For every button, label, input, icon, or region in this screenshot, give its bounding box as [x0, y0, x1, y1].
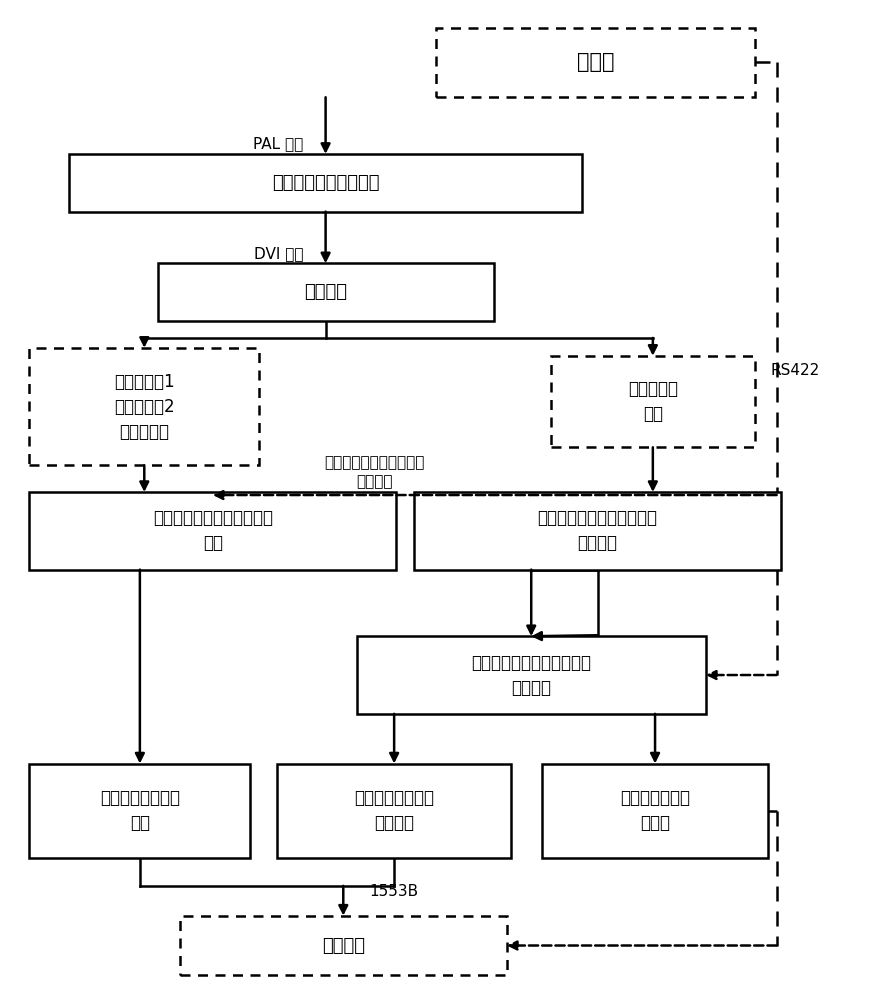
- Text: DVI 视频: DVI 视频: [254, 246, 303, 261]
- Text: RS422: RS422: [771, 363, 820, 378]
- FancyBboxPatch shape: [436, 28, 755, 97]
- FancyBboxPatch shape: [29, 348, 259, 465]
- Text: 激励器: 激励器: [577, 52, 614, 72]
- Text: 自扫描方式1
自扫描方式2
随所动方式: 自扫描方式1 自扫描方式2 随所动方式: [114, 373, 174, 441]
- Text: 单目标跟踪
方式: 单目标跟踪 方式: [627, 380, 678, 423]
- FancyBboxPatch shape: [542, 764, 768, 858]
- Text: 视场中心方位、俯仰信息: 视场中心方位、俯仰信息: [324, 455, 425, 470]
- FancyBboxPatch shape: [69, 154, 582, 212]
- Text: 多目标与视场中心的像素偏
移量: 多目标与视场中心的像素偏 移量: [153, 509, 273, 552]
- FancyBboxPatch shape: [357, 636, 706, 714]
- FancyBboxPatch shape: [414, 492, 781, 570]
- FancyBboxPatch shape: [551, 356, 755, 447]
- Text: 被跟踪目标与视场中心的角
度偏移量: 被跟踪目标与视场中心的角 度偏移量: [471, 654, 591, 697]
- Text: 视频采集和多目标探测: 视频采集和多目标探测: [271, 174, 379, 192]
- Text: 显控终端: 显控终端: [322, 937, 365, 955]
- Text: PAL 视频: PAL 视频: [254, 136, 303, 151]
- FancyBboxPatch shape: [29, 492, 396, 570]
- Text: 视频显示: 视频显示: [304, 283, 347, 301]
- Text: 视场信息: 视场信息: [356, 475, 392, 490]
- Text: 被跟踪目标与视场中心的像
素偏移量: 被跟踪目标与视场中心的像 素偏移量: [538, 509, 658, 552]
- Text: 1553B: 1553B: [369, 884, 418, 899]
- FancyBboxPatch shape: [29, 764, 250, 858]
- FancyBboxPatch shape: [158, 263, 494, 321]
- FancyBboxPatch shape: [277, 764, 512, 858]
- FancyBboxPatch shape: [180, 916, 507, 975]
- Text: 多目标方位、俯仰
信息: 多目标方位、俯仰 信息: [100, 789, 180, 832]
- Text: 视场中心角度修
正信息: 视场中心角度修 正信息: [620, 789, 690, 832]
- Text: 被跟踪目标方位、
俯仰信息: 被跟踪目标方位、 俯仰信息: [354, 789, 434, 832]
